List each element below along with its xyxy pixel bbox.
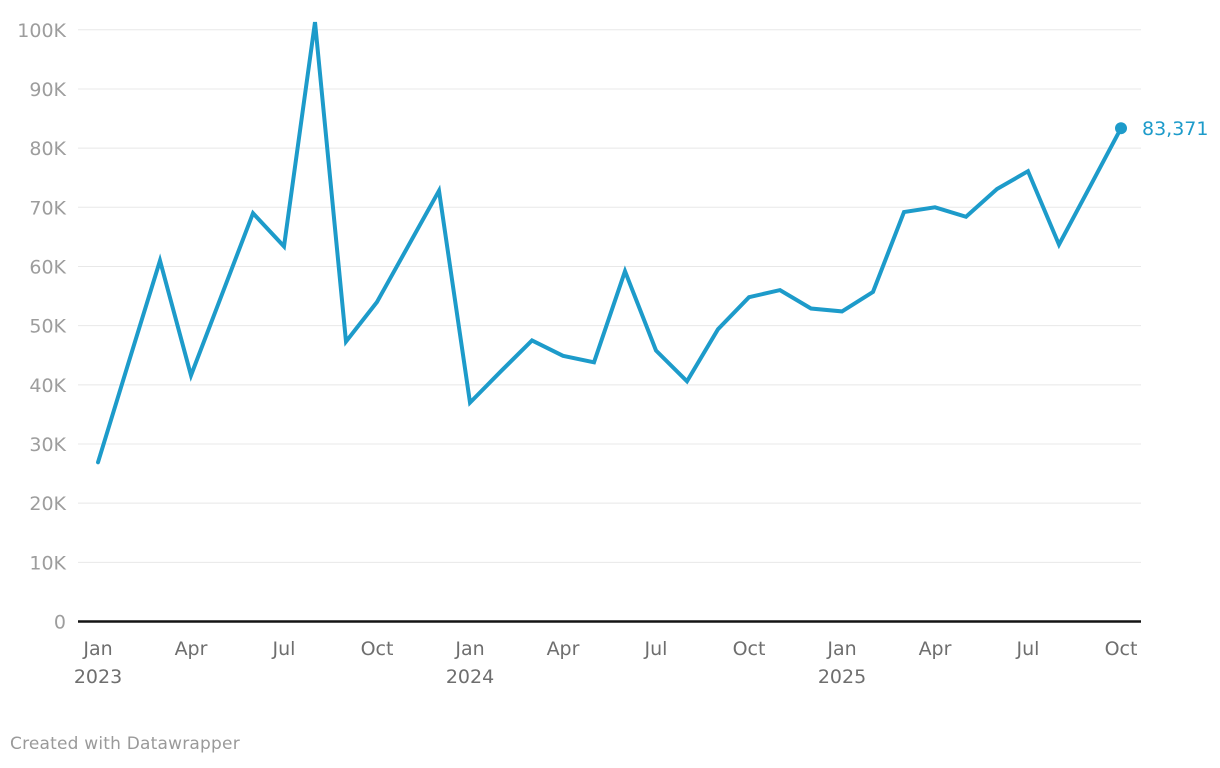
- y-axis-label: 50K: [29, 316, 66, 338]
- x-axis-label: Apr: [919, 638, 952, 660]
- x-axis-label: Oct: [733, 638, 766, 660]
- x-axis-label: Jul: [1016, 638, 1040, 660]
- y-axis-label: 20K: [29, 493, 66, 515]
- x-axis-label: Apr: [547, 638, 580, 660]
- y-axis-label: 70K: [29, 197, 66, 219]
- x-axis-label: Apr: [175, 638, 208, 660]
- x-axis-label: Jul: [272, 638, 296, 660]
- y-axis-label: 10K: [29, 552, 66, 574]
- data-line: [96, 21, 1123, 465]
- y-axis-label: 40K: [29, 375, 66, 397]
- x-axis-year-label: 2023: [74, 666, 122, 688]
- y-axis-label: 100K: [17, 20, 66, 42]
- y-axis-label: 80K: [29, 138, 66, 160]
- datawrapper-credit: Created with Datawrapper: [10, 734, 240, 754]
- line-chart-svg: 0 10K 20K 30K 40K 50K 60K 70K 80K 90K 100K Jan 2023 A…: [17, 20, 1208, 688]
- x-axis-year-label: 2025: [818, 666, 866, 688]
- x-axis-label: Jan: [826, 638, 856, 660]
- x-axis-year-label: 2024: [446, 666, 494, 688]
- end-value-label: 83,371: [1142, 118, 1208, 140]
- end-point-dot: [1115, 122, 1127, 135]
- y-axis-label: 30K: [29, 434, 66, 456]
- y-axis-label: 0: [54, 612, 66, 634]
- x-axis-label: Oct: [1105, 638, 1138, 660]
- x-axis-label: Jan: [82, 638, 112, 660]
- x-axis-label: Jan: [454, 638, 484, 660]
- y-axis-label: 90K: [29, 79, 66, 101]
- y-axis-label: 60K: [29, 256, 66, 278]
- x-axis-label: Jul: [644, 638, 668, 660]
- x-axis-label: Oct: [361, 638, 394, 660]
